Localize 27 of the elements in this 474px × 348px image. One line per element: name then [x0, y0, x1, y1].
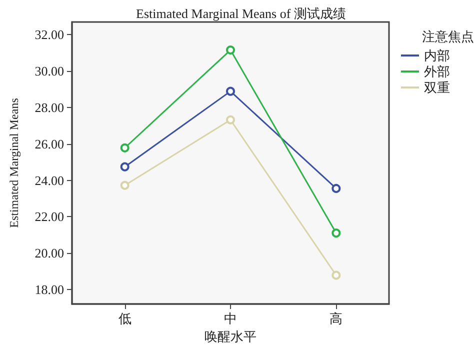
y-tick-label: 28.00	[34, 100, 64, 116]
legend-label: 外部	[424, 64, 450, 79]
x-tick-label: 中	[224, 311, 237, 326]
legend-label: 内部	[424, 48, 450, 63]
legend-title: 注意焦点	[422, 29, 474, 44]
y-tick-label: 20.00	[34, 246, 64, 261]
y-tick-label: 26.00	[34, 136, 64, 152]
x-axis-title: 唤醒水平	[204, 329, 256, 344]
point	[120, 143, 130, 152]
point	[332, 270, 341, 280]
point	[120, 162, 130, 172]
y-tick-label: 30.00	[34, 64, 64, 79]
legend-label: 双重	[424, 80, 450, 95]
y-tick-label: 32.00	[34, 27, 64, 42]
y-tick-label: 22.00	[34, 209, 64, 224]
point	[226, 86, 235, 96]
point	[226, 115, 235, 124]
x-tick-label: 低	[118, 311, 132, 326]
point	[226, 46, 235, 55]
y-tick-label: 24.00	[34, 172, 64, 188]
x-tick-label: 高	[330, 311, 343, 326]
chart-title: Estimated Marginal Means of 测试成绩	[136, 6, 346, 21]
y-axis-title: Estimated Marginal Means	[7, 98, 21, 228]
point	[332, 228, 341, 238]
point	[332, 184, 341, 193]
point	[120, 180, 130, 190]
y-tick-label: 18.00	[34, 282, 64, 297]
